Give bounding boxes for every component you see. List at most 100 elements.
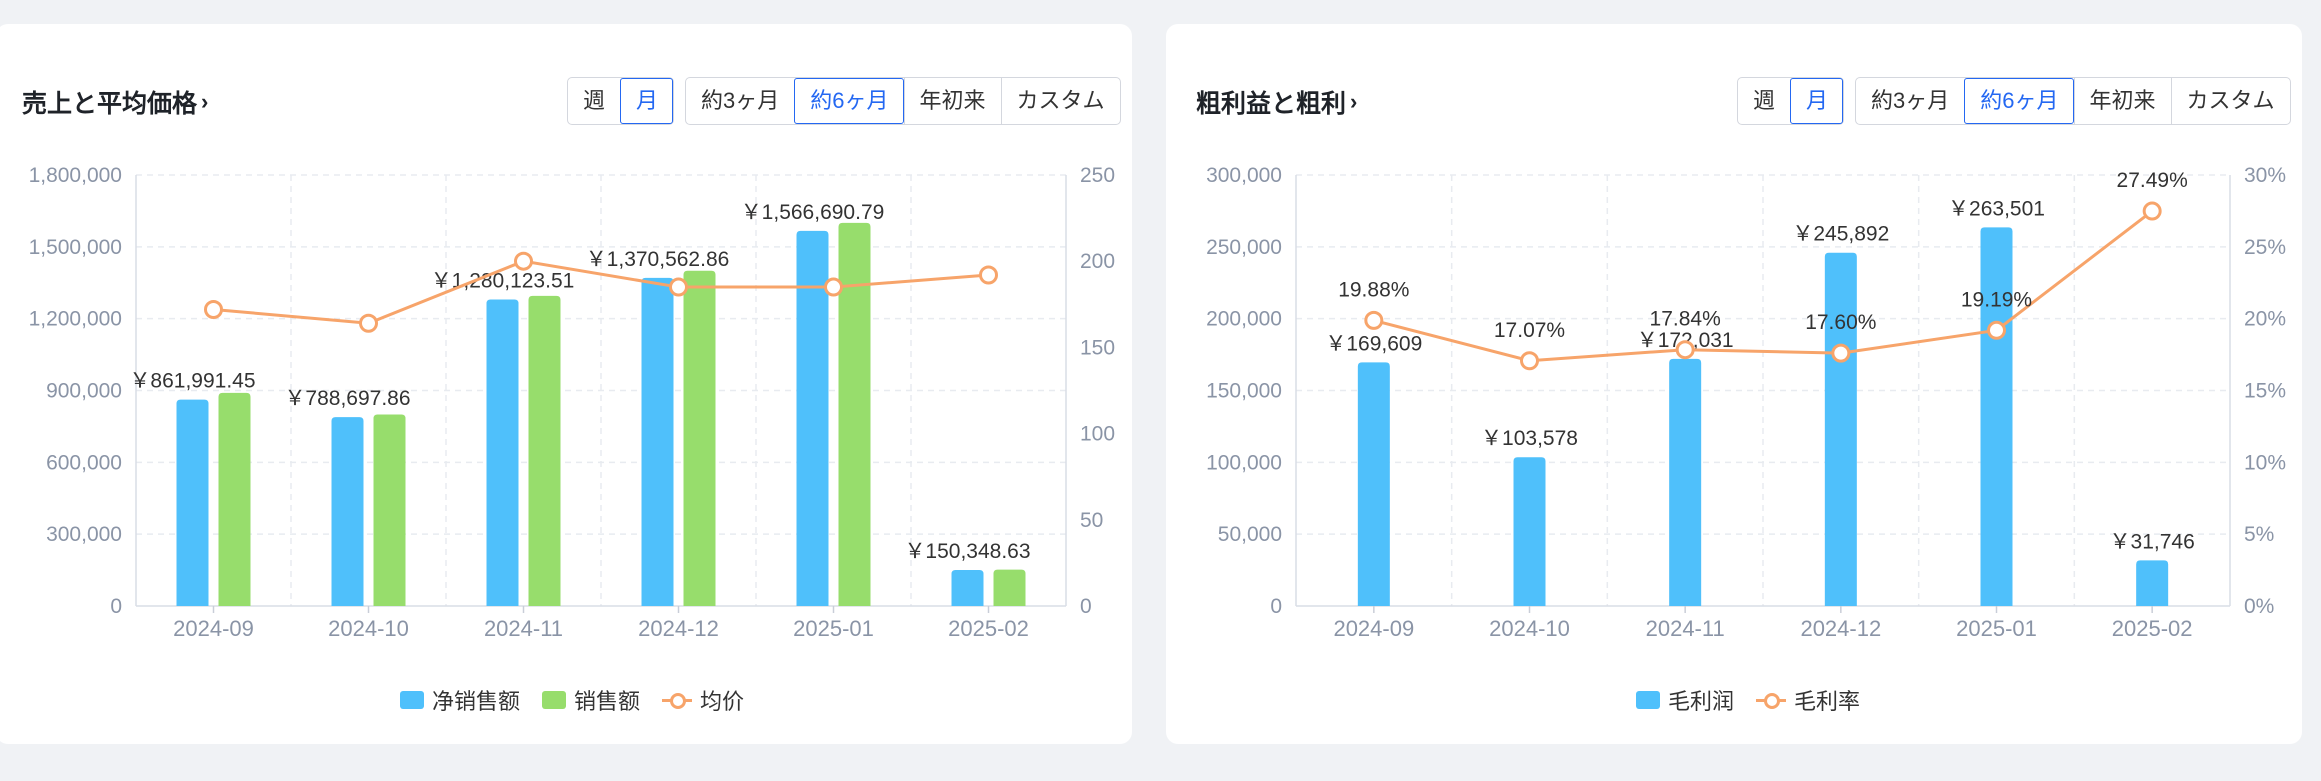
line-point [1987, 320, 2006, 340]
bar [331, 417, 364, 606]
line-value-label: 27.49% [2117, 169, 2188, 192]
tab-year-to-date[interactable]: 年初来 [2073, 78, 2171, 124]
bar [2136, 560, 2169, 606]
legend-item-net-sales[interactable]: 净销售额 [400, 684, 520, 716]
gross-profit-legend: 毛利润 毛利率 [1636, 684, 1860, 716]
range-toggle: 約3ヶ月 約6ヶ月 年初来 カスタム [685, 77, 1121, 125]
card-title[interactable]: 売上と平均価格 › [22, 84, 208, 120]
legend-swatch [1636, 691, 1660, 709]
y-right-tick-label: 20% [2244, 308, 2286, 331]
line-point [1831, 343, 1851, 363]
period-toggle: 週 月 [1737, 77, 1845, 125]
card-title[interactable]: 粗利益と粗利 › [1196, 84, 1357, 120]
gross-profit-card: 粗利益と粗利 › 週 月 約3ヶ月 約6ヶ月 年初来 カスタム 0 50,000 1… [1166, 24, 2302, 744]
line-value-label: 17.84% [1650, 308, 1721, 331]
y-right-tick-label: 100 [1080, 423, 1115, 446]
series-line [1373, 209, 2154, 363]
y-tick-label: 1,500,000 [29, 236, 122, 259]
bar [838, 222, 871, 606]
x-tick-label: 2024-09 [173, 616, 254, 641]
x-tick-label: 2024-12 [1800, 616, 1881, 641]
bar [528, 295, 561, 606]
bar [176, 399, 209, 606]
line-point [669, 277, 688, 297]
y-right-tick-label: 15% [2244, 380, 2286, 403]
tab-6-months[interactable]: 約6ヶ月 [1964, 78, 2074, 124]
y-tick-label: 250,000 [1206, 236, 1282, 259]
line-point [1675, 340, 1695, 360]
bar-value-label: ￥861,991.45 [129, 370, 255, 393]
legend-swatch [1756, 691, 1787, 709]
bar-value-label: ￥1,280,123.51 [431, 269, 575, 292]
legend-item-avg-price[interactable]: 均价 [662, 684, 744, 716]
y-right-tick-label: 0 [1080, 595, 1092, 618]
bar [1357, 362, 1390, 606]
legend-item-gross-profit[interactable]: 毛利润 [1636, 684, 1734, 716]
y-tick-label: 900,000 [46, 380, 122, 403]
gross-profit-chart: 0 50,000 100,000 150,000 200,000 250,000 300,0… [1206, 164, 2286, 641]
line-point [204, 299, 223, 319]
y-tick-label: 600,000 [46, 451, 122, 474]
tab-week[interactable]: 週 [1753, 88, 1776, 113]
tab-6-months[interactable]: 約6ヶ月 [794, 78, 904, 124]
tab-month[interactable]: 月 [1790, 78, 1844, 124]
legend-swatch [662, 691, 693, 709]
bar [796, 230, 829, 606]
tab-3-months[interactable]: 約3ヶ月 [701, 88, 780, 113]
y-tick-label: 100,000 [1206, 451, 1282, 474]
tab-custom[interactable]: カスタム [1000, 78, 1120, 124]
line-value-label: 17.07% [1494, 319, 1565, 342]
y-right-tick-label: 10% [2244, 451, 2286, 474]
y-tick-label: 150,000 [1206, 380, 1282, 403]
y-tick-label: 1,800,000 [29, 164, 122, 187]
sales-card: 売上と平均価格 › 週 月 約3ヶ月 約6ヶ月 年初来 カスタム 0 300,00… [0, 24, 1132, 744]
bar-value-label: ￥788,697.86 [284, 387, 410, 410]
bar-value-label: ￥150,348.63 [904, 540, 1030, 563]
x-tick-label: 2025-01 [1956, 616, 2037, 641]
card-title-text: 売上と平均価格 [22, 90, 198, 118]
y-right-tick-label: 50 [1080, 509, 1103, 532]
tab-year-to-date[interactable]: 年初来 [903, 78, 1001, 124]
bar-value-label: ￥169,609 [1325, 332, 1422, 355]
card-title-text: 粗利益と粗利 [1196, 90, 1347, 118]
y-tick-label: 300,000 [46, 523, 122, 546]
tab-3-months[interactable]: 約3ヶ月 [1871, 88, 1950, 113]
line-value-label: 17.60% [1805, 311, 1876, 334]
bar [641, 277, 674, 606]
x-tick-label: 2025-02 [948, 616, 1029, 641]
line-point [1520, 351, 1539, 371]
line-point [359, 313, 378, 333]
sales-legend: 净销售额 销售额 均价 [400, 684, 744, 716]
x-tick-label: 2024-09 [1333, 616, 1414, 641]
tab-custom[interactable]: カスタム [2170, 78, 2290, 124]
y-right-tick-label: 0% [2244, 595, 2274, 618]
tab-month[interactable]: 月 [620, 78, 674, 124]
bar [373, 414, 406, 606]
line-point [824, 277, 843, 297]
bar [1669, 358, 1702, 606]
bar [993, 569, 1026, 606]
tab-week[interactable]: 週 [583, 88, 606, 113]
y-tick-label: 0 [1270, 595, 1282, 618]
legend-label: 均价 [700, 689, 745, 714]
legend-label: 销售额 [574, 689, 641, 714]
bar [1980, 227, 2013, 606]
legend-label: 净销售额 [432, 689, 521, 714]
legend-swatch [400, 691, 424, 709]
series-line [213, 259, 989, 325]
legend-item-sales[interactable]: 销售额 [542, 684, 640, 716]
legend-item-gross-margin[interactable]: 毛利率 [1756, 684, 1860, 716]
x-tick-label: 2025-01 [793, 616, 874, 641]
y-right-tick-label: 250 [1080, 164, 1115, 187]
line-point [514, 251, 533, 271]
bar [1513, 457, 1546, 606]
sales-chart: 0 300,000 600,000 900,000 1,200,000 1,500,000… [29, 164, 1115, 641]
y-tick-label: 300,000 [1206, 164, 1282, 187]
y-right-tick-label: 150 [1080, 336, 1115, 359]
line-point [1364, 310, 1384, 330]
x-tick-label: 2024-11 [1646, 616, 1725, 641]
line-value-label: 19.19% [1961, 288, 2032, 311]
x-tick-label: 2024-10 [1489, 616, 1570, 641]
legend-label: 毛利润 [1668, 689, 1735, 714]
x-tick-label: 2024-10 [328, 616, 409, 641]
